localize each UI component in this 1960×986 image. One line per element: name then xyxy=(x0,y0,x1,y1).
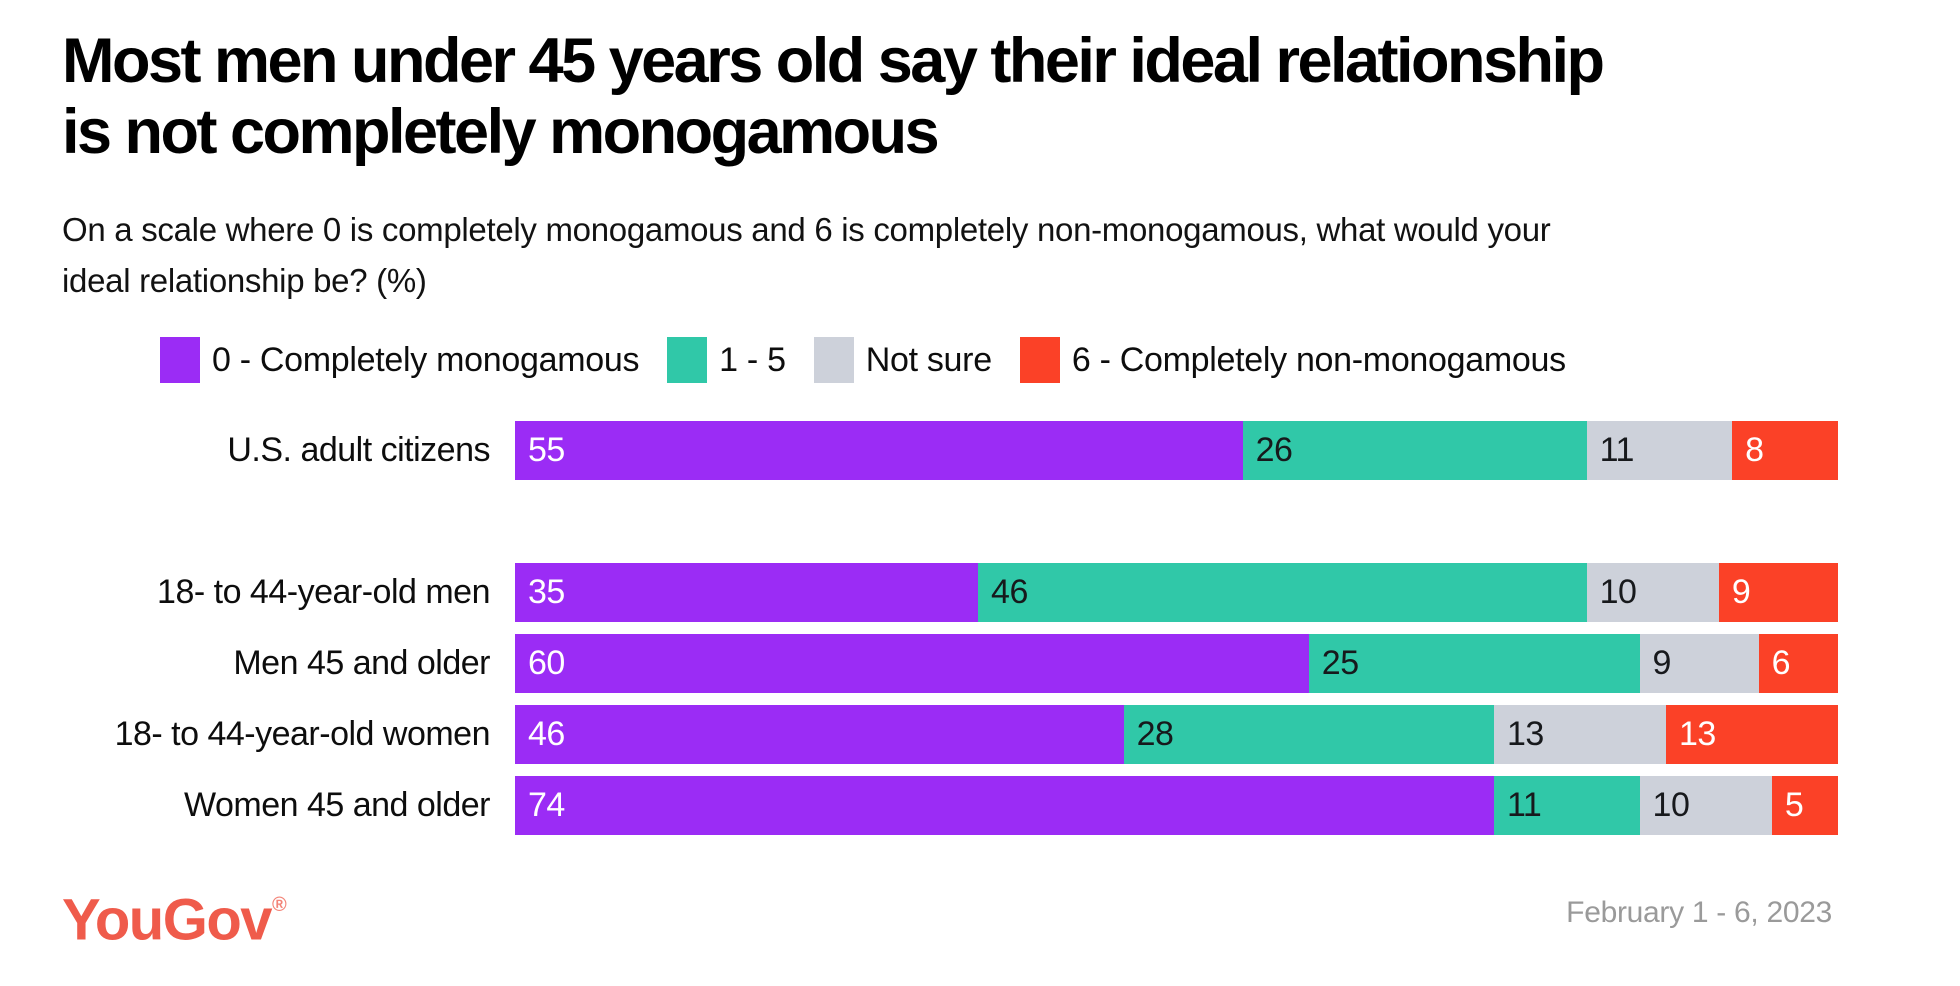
bar: 46 28 13 13 xyxy=(515,705,1838,764)
bar-segment-not-sure: 11 xyxy=(1586,421,1733,480)
row-label: Men 45 and older xyxy=(233,644,490,682)
bar-value: 10 xyxy=(1652,786,1690,824)
bar: 74 11 10 5 xyxy=(515,776,1838,835)
legend-swatch-teal xyxy=(667,337,708,383)
bar-segment-monogamous: 35 xyxy=(515,563,979,622)
bar-segment-1-5: 11 xyxy=(1494,776,1640,835)
bar-value: 74 xyxy=(528,786,565,824)
row-label: Women 45 and older xyxy=(183,786,491,824)
chart-title-line1: Most men under 45 years old say their id… xyxy=(62,26,1605,96)
legend-label: Not sure xyxy=(865,340,992,379)
legend-swatch-gray xyxy=(813,337,854,383)
bar-value: 6 xyxy=(1771,644,1791,682)
bar-row-us-adults: U.S. adult citizens 55 26 11 8 xyxy=(62,421,1838,480)
bar-segment-not-sure: 9 xyxy=(1639,634,1759,693)
bar-value: 25 xyxy=(1321,644,1359,682)
bar-row-women-45-older: Women 45 and older 74 11 10 5 xyxy=(62,776,1838,835)
bar-value: 9 xyxy=(1731,573,1751,611)
bar-value: 10 xyxy=(1599,573,1637,611)
legend-label: 6 - Completely non-monogamous xyxy=(1071,340,1566,379)
bar-value: 26 xyxy=(1255,431,1293,469)
legend-item-not-sure: Not sure xyxy=(813,337,992,383)
bar-segment-not-sure: 13 xyxy=(1494,705,1666,764)
bar-row-men-45-older: Men 45 and older 60 25 9 6 xyxy=(62,634,1838,693)
bar-value: 13 xyxy=(1507,715,1544,753)
chart-title: Most men under 45 years old say their id… xyxy=(62,26,1605,168)
yougov-logo-text: YouGov xyxy=(62,887,273,953)
bar-segment-non-monogamous: 5 xyxy=(1771,776,1838,835)
bar-row-women-18-44: 18- to 44-year-old women 46 28 13 13 xyxy=(62,705,1838,764)
bar-segment-monogamous: 60 xyxy=(515,634,1309,693)
bar-value: 11 xyxy=(1599,431,1635,469)
bar-value: 5 xyxy=(1784,786,1804,824)
row-label: 18- to 44-year-old women xyxy=(114,715,491,753)
bar-value: 11 xyxy=(1507,786,1542,824)
chart-title-line2: is not completely monogamous xyxy=(62,97,940,167)
legend-label: 1 - 5 xyxy=(719,340,786,379)
bar-segment-1-5: 26 xyxy=(1242,421,1587,480)
bar-segment-monogamous: 74 xyxy=(515,776,1495,835)
legend-item-1-5: 1 - 5 xyxy=(667,337,786,383)
fieldwork-date: February 1 - 6, 2023 xyxy=(1566,896,1832,929)
stacked-bar-chart: U.S. adult citizens 55 26 11 8 18- to 44… xyxy=(62,421,1838,847)
row-label: 18- to 44-year-old men xyxy=(157,573,490,611)
bar-value: 9 xyxy=(1652,644,1672,682)
legend-item-completely-non-monogamous: 6 - Completely non-monogamous xyxy=(1019,337,1566,383)
legend-swatch-purple xyxy=(160,337,200,383)
bar-row-men-18-44: 18- to 44-year-old men 35 46 10 9 xyxy=(62,563,1838,622)
bar-segment-non-monogamous: 9 xyxy=(1718,563,1838,622)
chart-legend: 0 - Completely monogamous 1 - 5 Not sure… xyxy=(160,337,1566,383)
bar-value: 46 xyxy=(528,715,565,753)
bar-value: 35 xyxy=(528,573,565,611)
bar-segment-non-monogamous: 8 xyxy=(1732,421,1838,480)
chart-subtitle-line1: On a scale where 0 is completely monogam… xyxy=(62,211,1551,248)
bar-value: 28 xyxy=(1136,715,1174,753)
bar-segment-monogamous: 46 xyxy=(515,705,1124,764)
bar-segment-1-5: 25 xyxy=(1308,634,1640,693)
bar: 55 26 11 8 xyxy=(515,421,1838,480)
registered-trademark-icon: ® xyxy=(272,894,287,916)
row-label: U.S. adult citizens xyxy=(227,431,490,469)
legend-item-completely-monogamous: 0 - Completely monogamous xyxy=(160,337,639,383)
bar-segment-monogamous: 55 xyxy=(515,421,1243,480)
chart-subtitle-line2: ideal relationship be? (%) xyxy=(62,262,427,299)
legend-label: 0 - Completely monogamous xyxy=(212,340,640,379)
bar-segment-non-monogamous: 6 xyxy=(1758,634,1838,693)
bar-segment-1-5: 28 xyxy=(1123,705,1495,764)
yougov-logo: YouGov® xyxy=(62,882,287,953)
bar-value: 46 xyxy=(991,573,1028,611)
bar: 60 25 9 6 xyxy=(515,634,1838,693)
bar-value: 60 xyxy=(528,644,565,682)
chart-subtitle: On a scale where 0 is completely monogam… xyxy=(62,204,1551,306)
bar-value: 13 xyxy=(1679,715,1716,753)
legend-swatch-red xyxy=(1019,337,1060,383)
bar: 35 46 10 9 xyxy=(515,563,1838,622)
bar-value: 8 xyxy=(1745,431,1764,469)
bar-segment-non-monogamous: 13 xyxy=(1666,705,1838,764)
bar-segment-not-sure: 10 xyxy=(1639,776,1772,835)
bar-segment-1-5: 46 xyxy=(978,563,1587,622)
bar-segment-not-sure: 10 xyxy=(1586,563,1719,622)
bar-value: 55 xyxy=(528,431,565,469)
